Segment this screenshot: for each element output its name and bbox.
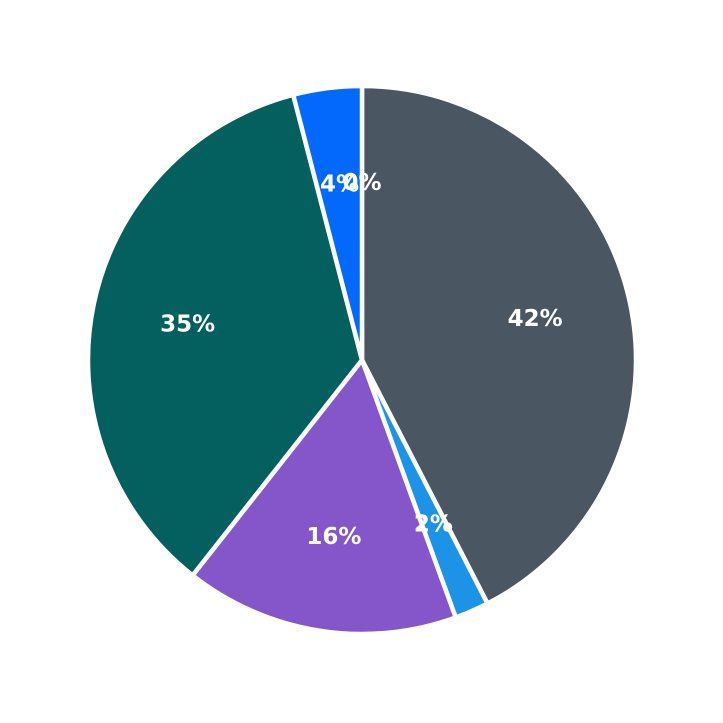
pie-slice-42pct — [359, 83, 639, 606]
pie-slice-label-42pct: 42% — [508, 306, 563, 332]
pie-slice-label-4pct: 4% — [320, 171, 359, 197]
pie-slice-4pct — [290, 83, 365, 363]
pie-slice-16pct — [190, 357, 458, 637]
pie-slice-label-16pct: 16% — [306, 524, 361, 550]
pie-slice-label-0pct: 0% — [342, 170, 381, 196]
pie-slice-label-2pct: 2% — [414, 511, 453, 537]
pie-slice-35pct — [85, 92, 365, 578]
pie-slice-label-35pct: 35% — [160, 312, 215, 338]
